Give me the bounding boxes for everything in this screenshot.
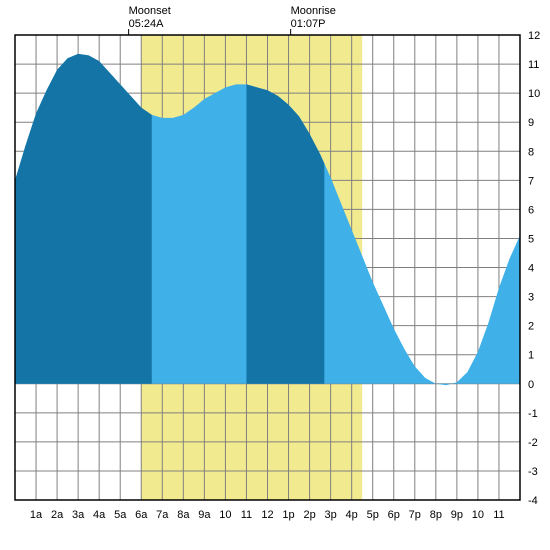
y-tick-label: -1 <box>528 408 538 420</box>
y-tick-label: 3 <box>528 292 534 304</box>
y-tick-label: -3 <box>528 466 538 478</box>
y-tick-label: 5 <box>528 233 534 245</box>
annotation-time: 05:24A <box>129 18 165 30</box>
x-tick-label: 1a <box>30 509 43 521</box>
y-tick-label: 1 <box>528 350 534 362</box>
y-tick-label: 8 <box>528 146 534 158</box>
x-tick-label: 2a <box>51 509 64 521</box>
x-tick-label: 1p <box>282 509 294 521</box>
y-tick-label: 10 <box>528 88 540 100</box>
y-tick-label: 9 <box>528 117 534 129</box>
tide-dark-band-0 <box>15 35 152 500</box>
x-tick-label: 4p <box>346 509 358 521</box>
x-tick-label: 6p <box>388 509 400 521</box>
y-tick-label: 11 <box>528 59 539 71</box>
x-tick-label: 3a <box>72 509 85 521</box>
x-tick-label: 5a <box>114 509 127 521</box>
annotation-title: Moonset <box>129 5 171 17</box>
x-tick-label: 2p <box>303 509 315 521</box>
x-tick-label: 10 <box>472 509 484 521</box>
y-tick-label: -2 <box>528 437 538 449</box>
x-tick-label: 7a <box>156 509 169 521</box>
annotation-time: 01:07P <box>291 18 326 30</box>
x-tick-label: 8p <box>430 509 442 521</box>
x-tick-label: 6a <box>135 509 148 521</box>
y-tick-label: 12 <box>528 30 540 42</box>
x-tick-label: 7p <box>409 509 421 521</box>
x-tick-label: 12 <box>261 509 273 521</box>
x-tick-label: 4a <box>93 509 106 521</box>
x-tick-label: 11 <box>241 509 252 521</box>
x-tick-label: 3p <box>325 509 337 521</box>
x-tick-label: 10 <box>219 509 231 521</box>
x-tick-label: 5p <box>367 509 379 521</box>
x-tick-label: 9a <box>198 509 211 521</box>
x-tick-label: 8a <box>177 509 190 521</box>
y-tick-label: 4 <box>528 263 534 275</box>
chart-svg: 1211109876543210-1-2-3-41a2a3a4a5a6a7a8a… <box>0 0 550 550</box>
tide-chart: 1211109876543210-1-2-3-41a2a3a4a5a6a7a8a… <box>0 0 550 550</box>
y-tick-label: 0 <box>528 379 534 391</box>
y-tick-label: 2 <box>528 321 534 333</box>
y-tick-label: 6 <box>528 204 534 216</box>
y-tick-label: 7 <box>528 175 534 187</box>
y-tick-label: -4 <box>528 495 538 507</box>
x-tick-label: 9p <box>451 509 463 521</box>
annotation-title: Moonrise <box>291 5 336 17</box>
x-tick-label: 11 <box>493 509 504 521</box>
